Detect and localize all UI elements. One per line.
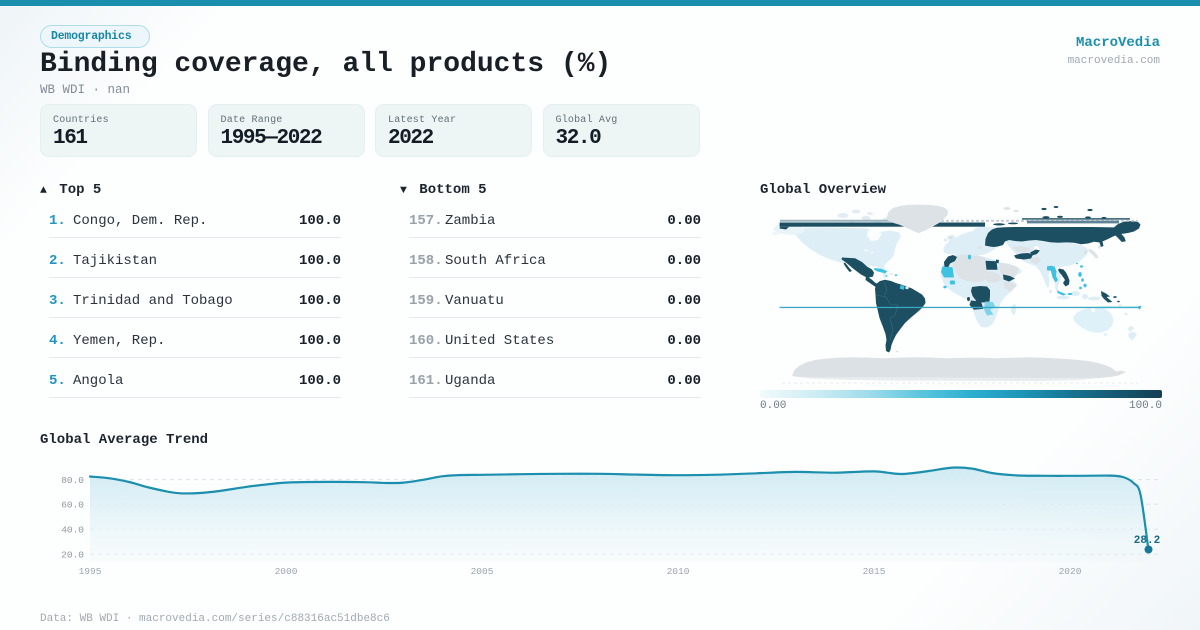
svg-text:1995: 1995 [79,566,102,577]
svg-text:2000: 2000 [275,566,298,577]
svg-text:40.0: 40.0 [61,524,84,535]
svg-text:28.2: 28.2 [1134,535,1160,547]
svg-text:2015: 2015 [863,566,886,577]
svg-text:2020: 2020 [1059,566,1082,577]
svg-text:2005: 2005 [471,566,494,577]
svg-text:20.0: 20.0 [61,549,84,560]
svg-text:60.0: 60.0 [61,500,84,511]
svg-text:2010: 2010 [667,566,690,577]
svg-text:80.0: 80.0 [61,475,84,486]
